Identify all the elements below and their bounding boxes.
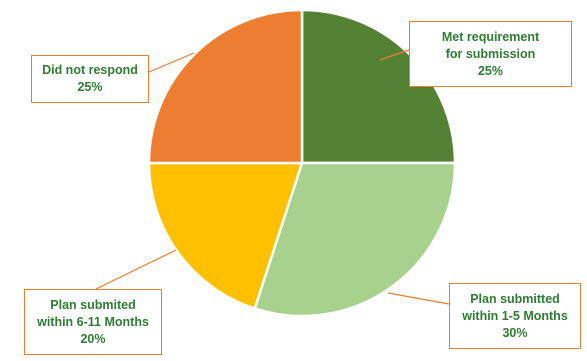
leader-did-not-respond (148, 52, 195, 73)
label-line: Did not respond (42, 63, 138, 77)
label-line: Plan submited (50, 297, 136, 312)
label-percent: 25% (77, 80, 103, 94)
label-percent: 25% (477, 63, 504, 78)
slice-did-not-respond (147, 8, 304, 165)
data-label-met-requirement: Met requirement for submission 25% (409, 21, 572, 87)
label-line: within 1-5 Months (462, 308, 568, 323)
label-line: for submission (445, 46, 536, 61)
leader-plan-submitted-6-11 (95, 249, 177, 290)
leader-met-requirement (379, 49, 410, 61)
leader-plan-submitted-1-5 (387, 292, 450, 305)
label-percent: 20% (80, 331, 106, 346)
data-label-did-not-respond: Did not respond 25% (31, 55, 149, 103)
leader-lines (95, 49, 450, 305)
label-percent: 30% (502, 325, 528, 340)
label-line: within 6-11 Months (37, 314, 149, 329)
label-line: Plan submitted (470, 291, 560, 306)
pie-slices (147, 8, 457, 318)
data-label-plan-submitted-6-11: Plan submited within 6-11 Months 20% (24, 289, 162, 355)
label-line: Met requirement (441, 29, 540, 44)
slice-plan-submitted-1-5 (253, 161, 457, 318)
data-label-plan-submitted-1-5: Plan submitted within 1-5 Months 30% (449, 283, 581, 349)
slice-plan-submitted-6-11 (147, 161, 304, 310)
